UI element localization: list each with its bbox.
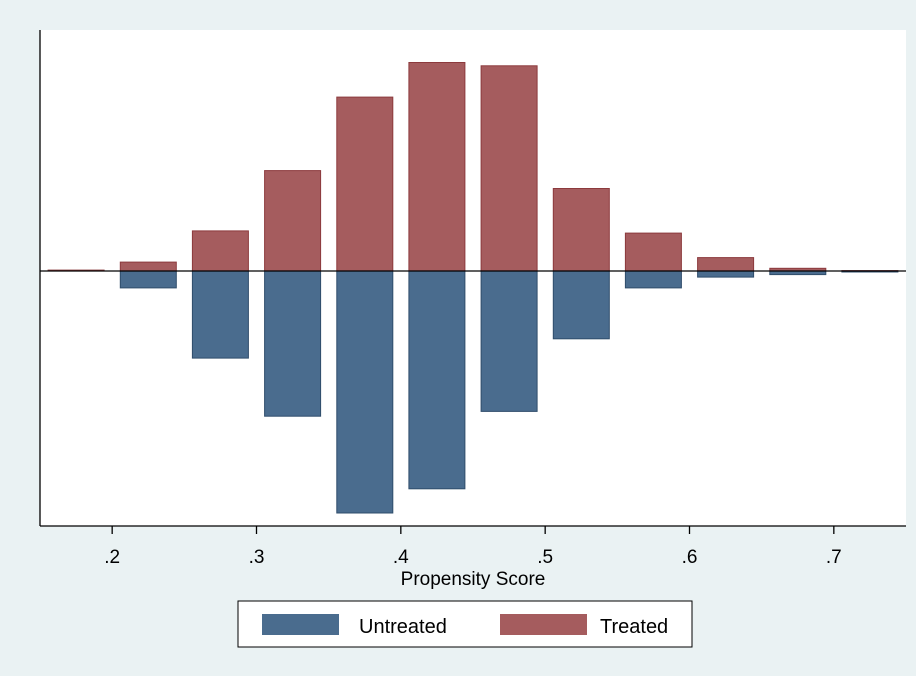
legend-swatch-treated	[500, 614, 587, 635]
bar-untreated-6	[481, 271, 537, 411]
bar-untreated-5	[409, 271, 465, 489]
bar-untreated-4	[337, 271, 393, 513]
bar-treated-4	[337, 97, 393, 271]
bar-treated-1	[120, 262, 176, 271]
x-tick-label: .5	[537, 547, 553, 568]
bar-untreated-9	[698, 271, 754, 277]
bar-treated-8	[625, 233, 681, 271]
legend-label-untreated: Untreated	[359, 616, 447, 638]
x-tick-label: .2	[104, 547, 120, 568]
bar-treated-9	[698, 258, 754, 271]
x-tick-label: .6	[682, 547, 698, 568]
legend: Untreated Treated	[238, 601, 692, 647]
legend-label-treated: Treated	[600, 616, 668, 638]
bar-untreated-8	[625, 271, 681, 288]
x-tick-label: .3	[249, 547, 265, 568]
bar-treated-5	[409, 63, 465, 272]
bar-untreated-2	[192, 271, 248, 358]
x-ticks: .2 .3 .4 .5 .6 .7	[104, 526, 842, 568]
bar-treated-7	[553, 189, 609, 272]
x-axis-title: Propensity Score	[401, 569, 546, 590]
bar-treated-2	[192, 231, 248, 271]
x-tick-label: .4	[393, 547, 409, 568]
legend-swatch-untreated	[262, 614, 339, 635]
bar-untreated-1	[120, 271, 176, 288]
bar-treated-6	[481, 66, 537, 271]
x-tick-label: .7	[826, 547, 842, 568]
bar-treated-3	[265, 171, 321, 271]
bar-untreated-3	[265, 271, 321, 416]
bar-untreated-7	[553, 271, 609, 339]
